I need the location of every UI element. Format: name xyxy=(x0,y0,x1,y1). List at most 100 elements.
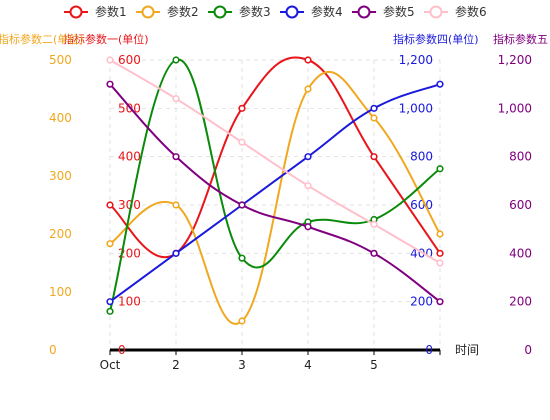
data-point xyxy=(106,56,114,64)
y-axis-label: 指标参数二(单位) xyxy=(0,32,84,46)
legend-swatch-marker xyxy=(69,5,83,19)
y-tick-label: 300 xyxy=(49,169,72,183)
x-tick-label: 3 xyxy=(238,358,246,372)
data-point xyxy=(436,230,444,238)
data-point xyxy=(370,220,378,228)
data-point xyxy=(436,249,444,257)
data-point xyxy=(172,95,180,103)
legend-swatch-marker xyxy=(141,5,155,19)
y-tick-label: 100 xyxy=(49,285,72,299)
data-point xyxy=(370,114,378,122)
data-point xyxy=(436,259,444,267)
y-tick-label: 1,000 xyxy=(399,101,433,115)
series-2 xyxy=(106,71,444,325)
y-tick-label: 0 xyxy=(425,343,433,357)
y-tick-label: 800 xyxy=(509,150,532,164)
data-point xyxy=(370,153,378,161)
legend-item[interactable]: 参数5 xyxy=(352,4,415,19)
y-axis-label: 指标参数四(单位) xyxy=(393,32,479,46)
y-tick-label: 100 xyxy=(118,295,141,309)
data-point xyxy=(436,80,444,88)
y-tick-label: 1,200 xyxy=(399,53,433,67)
series-3 xyxy=(106,56,444,315)
legend-swatch-marker xyxy=(213,5,227,19)
legend-item[interactable]: 参数1 xyxy=(64,4,127,19)
axes: Oct 2 3 4 5 时间 0 100 200 300 400 500 600 指标参数一(单位) 0 10… xyxy=(0,32,548,372)
y-tick-label: 200 xyxy=(509,295,532,309)
y-axis-label: 指标参数一(单位) xyxy=(63,32,149,46)
legend-swatch-marker xyxy=(285,5,299,19)
data-point xyxy=(172,249,180,257)
y-tick-label: 500 xyxy=(118,101,141,115)
legend-label: 参数2 xyxy=(167,4,199,19)
legend-label: 参数6 xyxy=(455,4,487,19)
data-point xyxy=(304,182,312,190)
series-line xyxy=(109,58,441,312)
data-point xyxy=(172,56,180,64)
y-tick-label: 300 xyxy=(118,198,141,212)
data-point xyxy=(106,240,114,248)
legend-label: 参数4 xyxy=(311,4,343,19)
legend-label: 参数5 xyxy=(383,4,415,19)
data-point xyxy=(172,201,180,209)
legend-label: 参数3 xyxy=(239,4,271,19)
data-point xyxy=(304,56,312,64)
series-line xyxy=(109,83,441,303)
data-point xyxy=(106,80,114,88)
data-point xyxy=(106,298,114,306)
y-tick-label: 600 xyxy=(509,198,532,212)
grid xyxy=(109,59,441,351)
data-point xyxy=(238,138,246,146)
y-tick-label: 800 xyxy=(410,150,433,164)
series-line xyxy=(109,59,441,264)
y-tick-label: 600 xyxy=(118,53,141,67)
y-tick-label: 400 xyxy=(509,246,532,260)
series-6 xyxy=(106,56,444,267)
y-axis-ax1: 0 100 200 300 400 500 600 指标参数一(单位) xyxy=(63,32,149,357)
series-line xyxy=(109,71,441,325)
data-point xyxy=(304,153,312,161)
legend[interactable]: 参数1 参数2 参数3 参数4 参数5 参数6 xyxy=(64,4,487,19)
y-tick-label: 400 xyxy=(118,150,141,164)
data-point xyxy=(370,249,378,257)
y-tick-label: 200 xyxy=(49,227,72,241)
y-tick-label: 400 xyxy=(49,111,72,125)
series-line xyxy=(109,56,441,258)
y-axis-label: 指标参数五 xyxy=(493,32,548,46)
legend-label: 参数1 xyxy=(95,4,127,19)
data-point xyxy=(238,317,246,325)
data-point xyxy=(304,223,312,231)
legend-swatch-marker xyxy=(429,5,443,19)
series-4 xyxy=(106,80,444,306)
x-tick-label: Oct xyxy=(100,358,121,372)
y-tick-label: 1,200 xyxy=(498,53,532,67)
legend-swatch-marker xyxy=(357,5,371,19)
legend-item[interactable]: 参数3 xyxy=(208,4,271,19)
y-tick-label: 0 xyxy=(49,343,57,357)
y-tick-label: 500 xyxy=(49,53,72,67)
data-point xyxy=(106,307,114,315)
data-point xyxy=(238,201,246,209)
series-lines xyxy=(106,56,444,325)
legend-item[interactable]: 参数2 xyxy=(136,4,199,19)
legend-item[interactable]: 参数6 xyxy=(424,4,487,19)
data-point xyxy=(106,201,114,209)
data-point xyxy=(436,298,444,306)
x-axis-label: 时间 xyxy=(455,343,479,357)
y-tick-label: 200 xyxy=(410,295,433,309)
x-tick-label: 2 xyxy=(172,358,180,372)
y-tick-label: 1,000 xyxy=(498,101,532,115)
y-tick-label: 600 xyxy=(410,198,433,212)
series-5 xyxy=(106,80,444,306)
y-tick-label: 0 xyxy=(524,343,532,357)
series-line xyxy=(109,83,441,303)
data-point xyxy=(238,104,246,112)
data-point xyxy=(172,153,180,161)
data-point xyxy=(436,165,444,173)
legend-item[interactable]: 参数4 xyxy=(280,4,343,19)
data-point xyxy=(304,85,312,93)
y-axis-ax2: 0 100 200 300 400 500 指标参数二(单位) xyxy=(0,32,84,357)
y-tick-label: 0 xyxy=(118,343,126,357)
